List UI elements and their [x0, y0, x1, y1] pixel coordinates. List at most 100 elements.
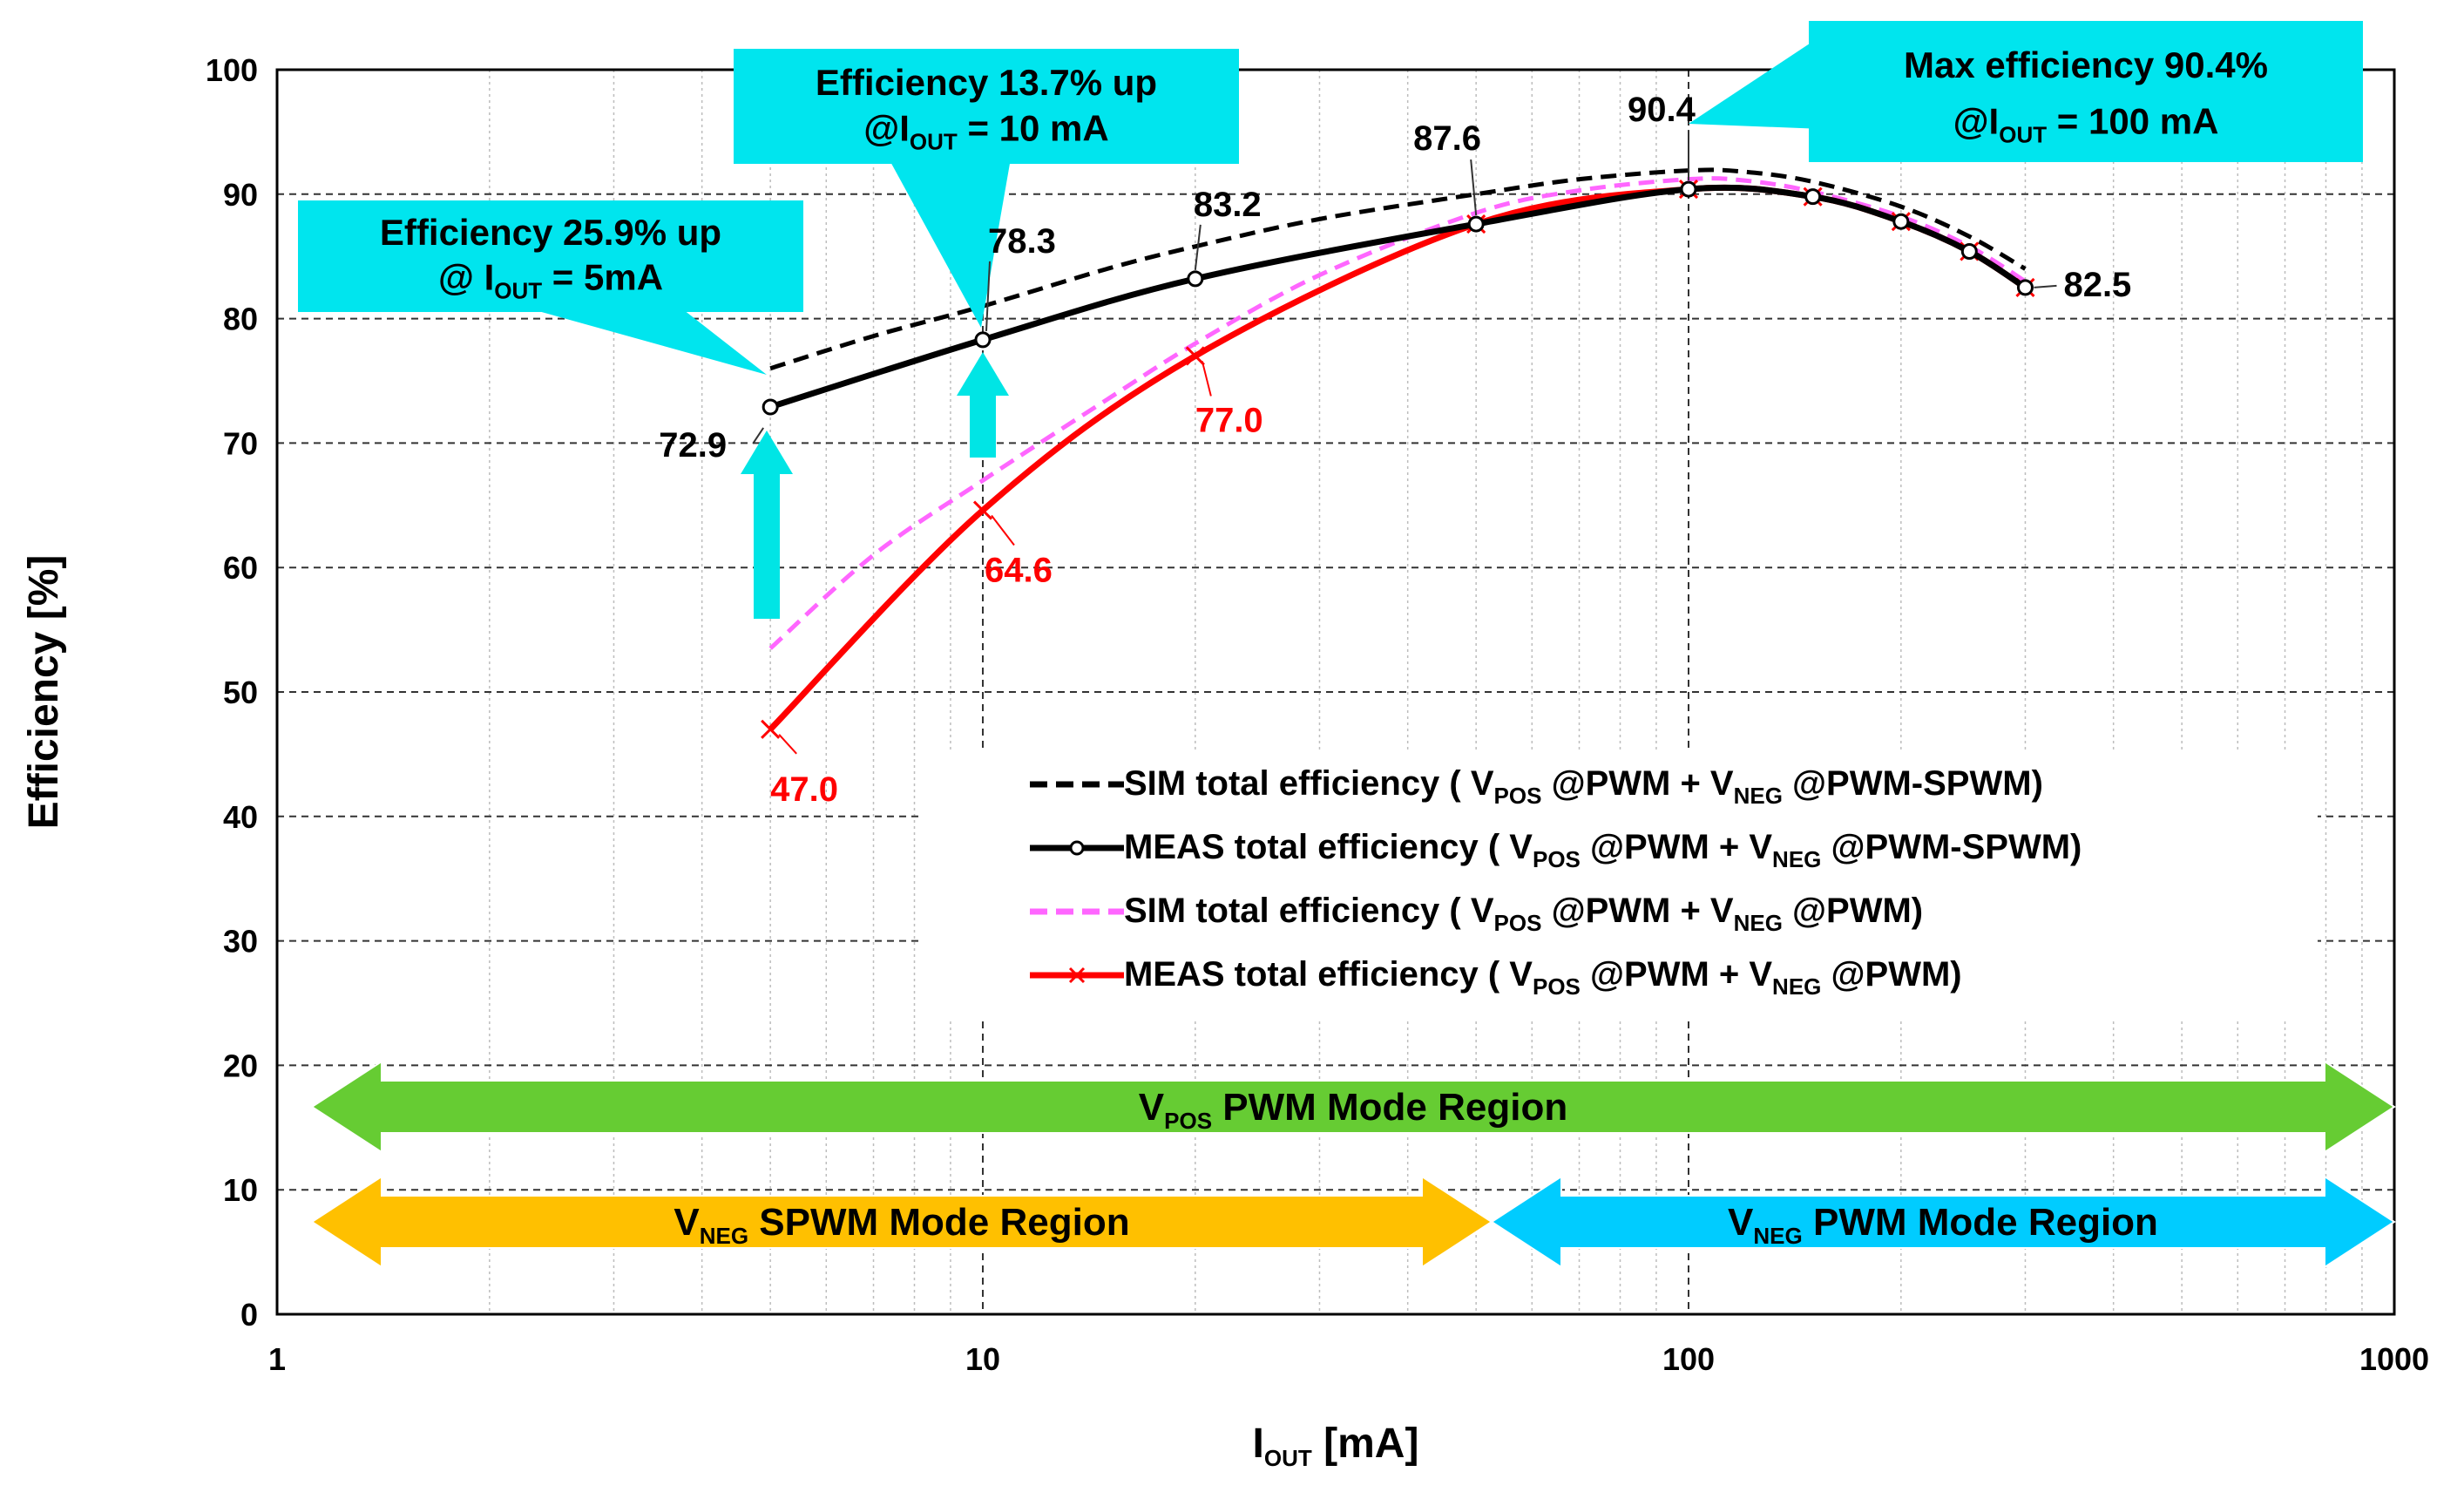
- callout-10ma-box: [734, 49, 1239, 164]
- region-vneg-spwm-label: VNEG SPWM Mode Region: [674, 1201, 1129, 1249]
- legend-label: SIM total efficiency ( VPOS @PWM + VNEG …: [1124, 892, 1923, 936]
- data-point-x: [761, 719, 781, 739]
- data-point-circle: [1960, 242, 1978, 260]
- legend-marker-circle: [1069, 840, 1085, 856]
- callout-100ma-line2: @IOUT = 100 mA: [1953, 101, 2219, 148]
- data-label-leader: [1470, 159, 1478, 216]
- legend-entry: MEAS total efficiency ( VPOS @PWM + VNEG…: [1030, 828, 2082, 872]
- axis-titles: Efficiency [%] IOUT [mA]: [21, 555, 1418, 1471]
- data-label-leader: [752, 427, 764, 444]
- y-tick-label: 70: [223, 425, 258, 461]
- x-tick-label: 10: [965, 1341, 1000, 1377]
- callout-10ma-line2: @IOUT = 10 mA: [863, 108, 1108, 155]
- legend-entry: SIM total efficiency ( VPOS @PWM + VNEG …: [1030, 764, 2043, 809]
- y-tick-label: 50: [223, 675, 258, 710]
- legend-marker-x: [1068, 967, 1086, 984]
- callout-5ma: Efficiency 25.9% up@ IOUT = 5mA: [298, 200, 803, 375]
- data-label: 90.4: [1628, 91, 1696, 181]
- plot-frame: [275, 68, 2396, 1316]
- data-label: 77.0: [1195, 361, 1263, 439]
- data-label: 72.9: [659, 426, 764, 465]
- data-label-leader: [1194, 224, 1202, 271]
- callout-100ma: Max efficiency 90.4% @IOUT = 100 mA: [1689, 21, 2363, 162]
- y-tick-label: 40: [223, 799, 258, 835]
- improvement-arrows: [741, 352, 1009, 619]
- data-label-text: 82.5: [2063, 266, 2131, 304]
- callout-5ma-box: [298, 200, 803, 312]
- y-tick-label: 60: [223, 550, 258, 586]
- data-label: 78.3: [985, 222, 1056, 331]
- x-axis-title: IOUT [mA]: [1253, 1421, 1419, 1471]
- region-vneg-pwm-label: VNEG PWM Mode Region: [1728, 1201, 2158, 1249]
- data-label-text: 78.3: [988, 222, 1056, 261]
- data-point-circle: [762, 398, 779, 416]
- region-vneg-spwm: VNEG SPWM Mode Region: [310, 1175, 1493, 1269]
- region-vpos-pwm: VPOS PWM Mode Region: [310, 1060, 2396, 1154]
- y-tick-label: 10: [223, 1172, 258, 1208]
- callouts: Efficiency 25.9% up@ IOUT = 5mAEfficienc…: [298, 21, 2363, 375]
- region-vpos-pwm-shape: [310, 1060, 2396, 1154]
- data-label-text: 64.6: [985, 552, 1053, 590]
- data-label-leader: [778, 734, 797, 755]
- y-tick-label: 90: [223, 177, 258, 213]
- x-tick-label: 1: [268, 1341, 286, 1377]
- legend-label: MEAS total efficiency ( VPOS @PWM + VNEG…: [1124, 828, 2082, 872]
- callout-5ma-line2: @ IOUT = 5mA: [438, 256, 663, 303]
- data-label: 82.5: [2034, 266, 2131, 304]
- callout-10ma-line1: Efficiency 13.7% up: [816, 62, 1157, 103]
- callout-100ma-line1: Max efficiency 90.4%: [1904, 44, 2268, 85]
- data-label: 47.0: [770, 734, 838, 809]
- callout-10ma-pointer: [889, 159, 1011, 328]
- x-tick-label: 1000: [2359, 1341, 2429, 1377]
- data-label-text: 47.0: [770, 770, 838, 809]
- legend-label: SIM total efficiency ( VPOS @PWM + VNEG …: [1124, 764, 2043, 809]
- data-point-circle: [1892, 213, 1910, 230]
- data-point-x: [972, 500, 993, 520]
- callout-5ma-line1: Efficiency 25.9% up: [380, 212, 721, 253]
- legend-label: MEAS total efficiency ( VPOS @PWM + VNEG…: [1124, 955, 1962, 1000]
- data-point-circle: [974, 331, 992, 349]
- data-label-text: 87.6: [1413, 119, 1481, 158]
- region-vpos-pwm-label: VPOS PWM Mode Region: [1139, 1086, 1567, 1134]
- mode-regions: VPOS PWM Mode Region VNEG SPWM Mode Regio…: [310, 1060, 2396, 1269]
- data-label-text: 83.2: [1194, 186, 1262, 224]
- callout-100ma-box: [1809, 21, 2363, 162]
- data-label: 87.6: [1413, 119, 1481, 216]
- data-label: 64.6: [985, 514, 1053, 590]
- data-label-leader: [991, 514, 1015, 546]
- legend: SIM total efficiency ( VPOS @PWM + VNEG …: [924, 751, 2318, 1020]
- data-label-text: 77.0: [1195, 401, 1263, 439]
- y-tick-label: 20: [223, 1048, 258, 1083]
- y-tick-label: 0: [240, 1297, 258, 1333]
- callout-5ma-pointer: [523, 307, 767, 375]
- improvement-arrow-10ma: [957, 352, 1009, 458]
- data-labels: 72.9 78.3 83.2 87.6 90.4 82.5 47.0 64.6 77.0: [659, 91, 2131, 809]
- axes: [275, 68, 2396, 1316]
- y-axis-title: Efficiency [%]: [21, 555, 67, 830]
- legend-box: [924, 751, 2318, 1020]
- data-label-leader: [1201, 361, 1212, 397]
- data-label-leader: [2034, 284, 2057, 288]
- series-line-2: [768, 176, 2027, 650]
- callout-10ma: Efficiency 13.7% up @IOUT = 10 mA: [734, 49, 1239, 328]
- data-point-circle: [2016, 279, 2034, 296]
- data-point-circle: [1680, 180, 1697, 198]
- y-tick-label: 30: [223, 924, 258, 960]
- region-vneg-pwm: VNEG PWM Mode Region: [1490, 1175, 2396, 1269]
- x-tick-label: 100: [1662, 1341, 1715, 1377]
- legend-entry: SIM total efficiency ( VPOS @PWM + VNEG …: [1030, 892, 1923, 936]
- legend-entry: MEAS total efficiency ( VPOS @PWM + VNEG…: [1030, 955, 1962, 1000]
- y-tick-label: 100: [206, 52, 258, 88]
- data-label-text: 90.4: [1628, 91, 1696, 129]
- improvement-arrow-5ma: [741, 431, 793, 619]
- data-point-circle: [1467, 215, 1485, 233]
- data-point-circle: [1187, 270, 1204, 288]
- data-label-leader: [985, 261, 991, 331]
- data-point-x: [1185, 346, 1205, 366]
- data-point-circle: [1804, 188, 1822, 206]
- y-tick-label: 80: [223, 302, 258, 337]
- callout-100ma-pointer: [1689, 35, 1823, 129]
- data-label-text: 72.9: [659, 426, 727, 465]
